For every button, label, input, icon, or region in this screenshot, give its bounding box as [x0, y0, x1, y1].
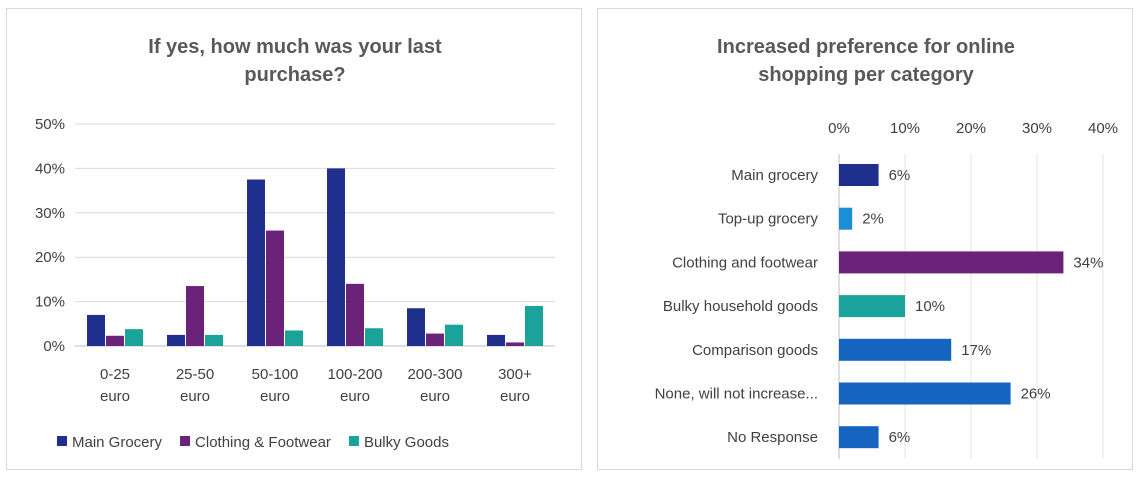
y-category-label-6: No Response: [727, 429, 818, 446]
data-label-0: 6%: [889, 167, 911, 184]
bar-2-4: [445, 324, 463, 346]
bar-2-0: [125, 329, 143, 346]
x-category-label-1-0: 25-50: [176, 366, 214, 383]
data-label-1: 2%: [862, 211, 884, 228]
y-category-label-1: Top-up grocery: [718, 211, 819, 228]
bar-0-0: [87, 314, 105, 346]
bar-2-5: [525, 306, 543, 346]
chart-title-line-0: Increased preference for online: [717, 36, 1015, 58]
chart-title-line-0: If yes, how much was your last: [148, 36, 442, 58]
bar-chart-online-preference: Increased preference for online shopping …: [655, 36, 1118, 459]
bar-1-1: [186, 286, 204, 346]
legend-label-1: Clothing & Footwear: [195, 434, 331, 451]
bar-6: [839, 426, 879, 449]
bar-0-1: [167, 334, 185, 346]
x-category-label-5-1: euro: [500, 388, 530, 405]
x-category-label-2-1: euro: [260, 388, 290, 405]
x-category-label-1-1: euro: [180, 388, 210, 405]
bar-0-3: [327, 168, 345, 346]
bar-1-5: [506, 342, 524, 346]
bar-1-2: [266, 230, 284, 346]
x-tick-label-2: 20%: [956, 120, 986, 137]
bar-3: [839, 295, 905, 318]
x-category-label-5-0: 300+: [498, 366, 532, 383]
x-category-label-2-0: 50-100: [252, 366, 299, 383]
legend-label-0: Main Grocery: [72, 434, 163, 451]
chart-panel-online-preference: Increased preference for online shopping …: [597, 8, 1133, 470]
data-label-4: 17%: [961, 342, 991, 359]
y-category-label-2: Clothing and footwear: [672, 254, 818, 271]
legend-label-2: Bulky Goods: [364, 434, 449, 451]
x-category-label-4-1: euro: [420, 388, 450, 405]
legend-swatch-0: [57, 436, 67, 446]
legend-swatch-2: [348, 436, 359, 446]
y-tick-label-0: 0%: [43, 338, 65, 355]
bar-4: [839, 338, 952, 361]
bar-2-3: [365, 328, 383, 346]
bar-5: [839, 382, 1011, 405]
bar-0-5: [487, 334, 505, 346]
x-tick-label-0: 0%: [828, 120, 850, 137]
y-tick-label-2: 20%: [35, 249, 65, 266]
bar-1-0: [106, 335, 124, 346]
legend-swatch-1: [180, 436, 191, 446]
x-category-label-0-0: 0-25: [100, 366, 130, 383]
y-category-label-5: None, will not increase...: [655, 386, 818, 403]
bar-0-4: [407, 308, 425, 346]
data-label-5: 26%: [1021, 386, 1051, 403]
x-tick-label-4: 40%: [1088, 120, 1118, 137]
bar-2: [839, 251, 1064, 274]
bar-0-2: [247, 179, 265, 346]
bar-1: [839, 207, 853, 230]
y-category-label-3: Bulky household goods: [663, 298, 818, 315]
chart-title-line-1: shopping per category: [758, 64, 974, 86]
y-tick-label-4: 40%: [35, 160, 65, 177]
data-label-6: 6%: [889, 429, 911, 446]
x-tick-label-3: 30%: [1022, 120, 1052, 137]
y-category-label-0: Main grocery: [731, 167, 818, 184]
data-label-3: 10%: [915, 298, 945, 315]
y-tick-label-1: 10%: [35, 294, 65, 311]
x-category-label-3-0: 100-200: [327, 366, 382, 383]
data-label-2: 34%: [1073, 254, 1103, 271]
x-category-label-4-0: 200-300: [407, 366, 462, 383]
bar-0: [839, 164, 879, 186]
bar-2-2: [285, 330, 303, 346]
y-tick-label-5: 50%: [35, 116, 65, 133]
x-category-label-3-1: euro: [340, 388, 370, 405]
chart-title-line-1: purchase?: [244, 64, 345, 86]
bar-chart-last-purchase: If yes, how much was your last purchase? 0…: [35, 36, 555, 451]
x-category-label-0-1: euro: [100, 388, 130, 405]
bar-1-3: [346, 283, 364, 346]
x-tick-label-1: 10%: [890, 120, 920, 137]
bar-1-4: [426, 333, 444, 346]
y-tick-label-3: 30%: [35, 205, 65, 222]
y-category-label-4: Comparison goods: [692, 342, 818, 359]
chart-panel-last-purchase: If yes, how much was your last purchase? 0…: [6, 8, 582, 470]
bar-2-1: [205, 334, 223, 346]
